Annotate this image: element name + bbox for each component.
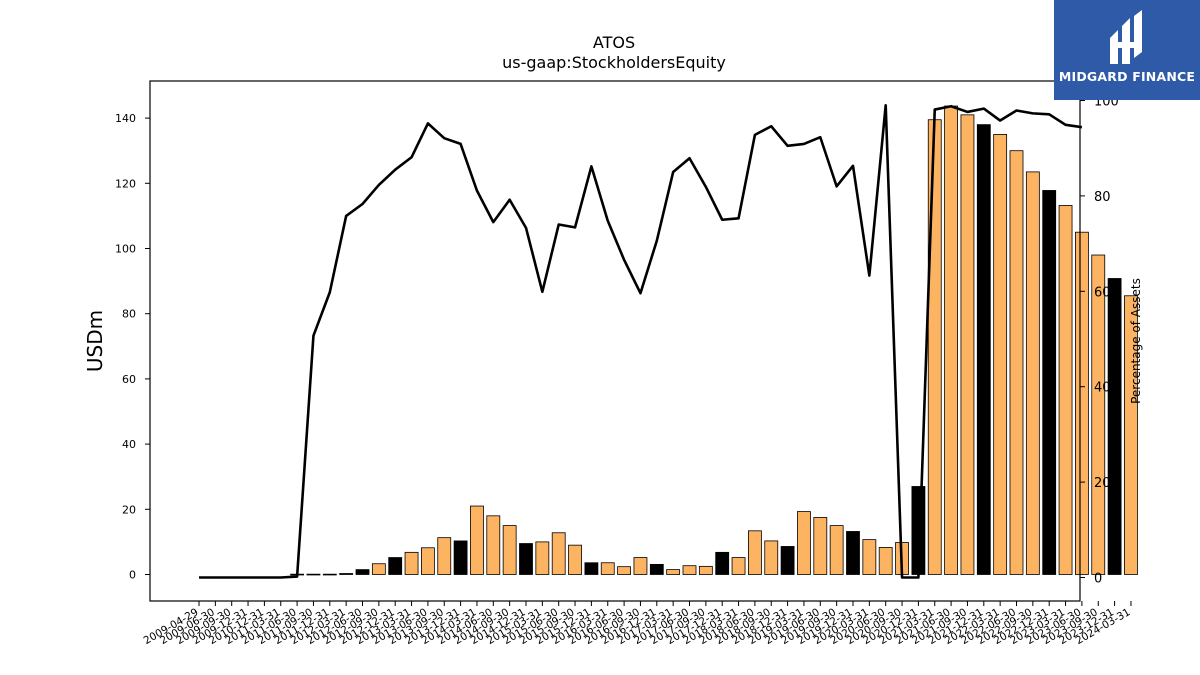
bar-2024-03-31 bbox=[1124, 295, 1138, 575]
bar-2018-12-31 bbox=[780, 546, 795, 575]
bar-2021-09-30 bbox=[960, 114, 975, 575]
bar-2016-09-30 bbox=[633, 557, 648, 575]
bar-2019-09-30 bbox=[829, 525, 844, 575]
bar-2014-03-31 bbox=[470, 505, 484, 575]
bar-2020-06-30 bbox=[878, 547, 893, 575]
bar-2022-03-31 bbox=[993, 133, 1008, 575]
bar-2020-03-31 bbox=[862, 539, 877, 575]
chart-title: ATOS bbox=[593, 33, 635, 52]
y2-tick-label: 20 bbox=[1094, 476, 1111, 491]
y2-tick-label: 40 bbox=[1094, 381, 1111, 396]
y-tick-label: 120 bbox=[115, 177, 136, 190]
bar-2019-12-31 bbox=[846, 531, 860, 575]
y-axis-label: USDm bbox=[83, 310, 107, 372]
bar-2013-06-30 bbox=[420, 547, 435, 575]
bar-2021-06-30 bbox=[944, 105, 958, 575]
bar-2015-12-31 bbox=[584, 562, 599, 575]
bar-2015-06-30 bbox=[551, 532, 566, 575]
bar-2013-03-31 bbox=[404, 551, 419, 575]
bar-2015-03-31 bbox=[535, 541, 550, 575]
chart-subtitle: us-gaap:StockholdersEquity bbox=[502, 53, 726, 72]
bar-2014-09-30 bbox=[502, 525, 517, 575]
y-axis: 0 20 40 60 80 100 120 140 bbox=[115, 112, 150, 582]
bar-2023-12-31 bbox=[1107, 278, 1122, 575]
brand-name: MIDGARD FINANCE bbox=[1058, 69, 1196, 84]
bar-2014-12-31 bbox=[519, 543, 533, 575]
y-tick-label: 140 bbox=[115, 112, 136, 125]
bar-2011-09-30 bbox=[306, 573, 321, 576]
bar-2013-12-31 bbox=[453, 540, 468, 575]
y-tick-label: 80 bbox=[122, 308, 136, 321]
bar-2019-06-30 bbox=[813, 517, 828, 575]
bar-2023-06-30 bbox=[1075, 231, 1089, 575]
line-group bbox=[199, 103, 1083, 579]
bar-2017-12-31 bbox=[715, 551, 730, 575]
bar-2018-03-31 bbox=[731, 557, 746, 575]
bar-2019-03-31 bbox=[797, 511, 811, 575]
bar-2016-03-31 bbox=[600, 562, 615, 575]
brand-logo: MIDGARD FINANCE bbox=[1054, 0, 1200, 100]
bar-2012-06-30 bbox=[355, 569, 370, 575]
bar-2016-06-30 bbox=[617, 566, 631, 575]
series-line bbox=[199, 103, 1083, 579]
bar-2017-09-30 bbox=[698, 565, 713, 575]
bar-2023-09-30 bbox=[1091, 254, 1106, 575]
y-tick-label: 40 bbox=[122, 438, 136, 451]
bar-2017-03-31 bbox=[666, 569, 681, 575]
bar-2022-06-30 bbox=[1009, 150, 1024, 575]
bars-group bbox=[290, 105, 1138, 576]
bar-2012-12-31 bbox=[388, 557, 403, 575]
bar-2022-12-31 bbox=[1042, 190, 1057, 575]
bar-2011-12-31 bbox=[322, 573, 337, 576]
bar-2023-03-31 bbox=[1058, 205, 1073, 575]
y-tick-label: 0 bbox=[129, 569, 136, 582]
bar-2018-09-30 bbox=[764, 540, 779, 575]
y-tick-label: 20 bbox=[122, 503, 136, 516]
brand-logo-icon bbox=[1110, 10, 1142, 64]
y2-tick-label: 80 bbox=[1094, 190, 1111, 205]
y2-axis-label: Percentage of Assets bbox=[1129, 278, 1143, 404]
bar-2022-09-30 bbox=[1025, 171, 1040, 575]
bar-2014-06-30 bbox=[486, 515, 501, 575]
plot-frame bbox=[149, 80, 1081, 602]
y2-tick-label: 0 bbox=[1094, 572, 1102, 587]
bar-2012-03-31 bbox=[339, 573, 354, 575]
bar-2017-06-30 bbox=[682, 565, 697, 575]
bar-2016-12-31 bbox=[649, 563, 664, 575]
bar-2013-09-30 bbox=[437, 537, 452, 575]
bar-2018-06-30 bbox=[748, 530, 762, 575]
y2-tick-label: 60 bbox=[1094, 285, 1111, 300]
bar-2021-12-31 bbox=[976, 124, 991, 575]
y-tick-label: 60 bbox=[122, 373, 136, 386]
bar-2012-09-30 bbox=[371, 563, 386, 575]
bar-2015-09-30 bbox=[568, 544, 582, 575]
bar-2021-03-31 bbox=[927, 119, 942, 575]
x-axis: 2009-04-292009-06-302009-09-302009-12-31… bbox=[142, 601, 1132, 647]
y-tick-label: 100 bbox=[115, 243, 136, 256]
